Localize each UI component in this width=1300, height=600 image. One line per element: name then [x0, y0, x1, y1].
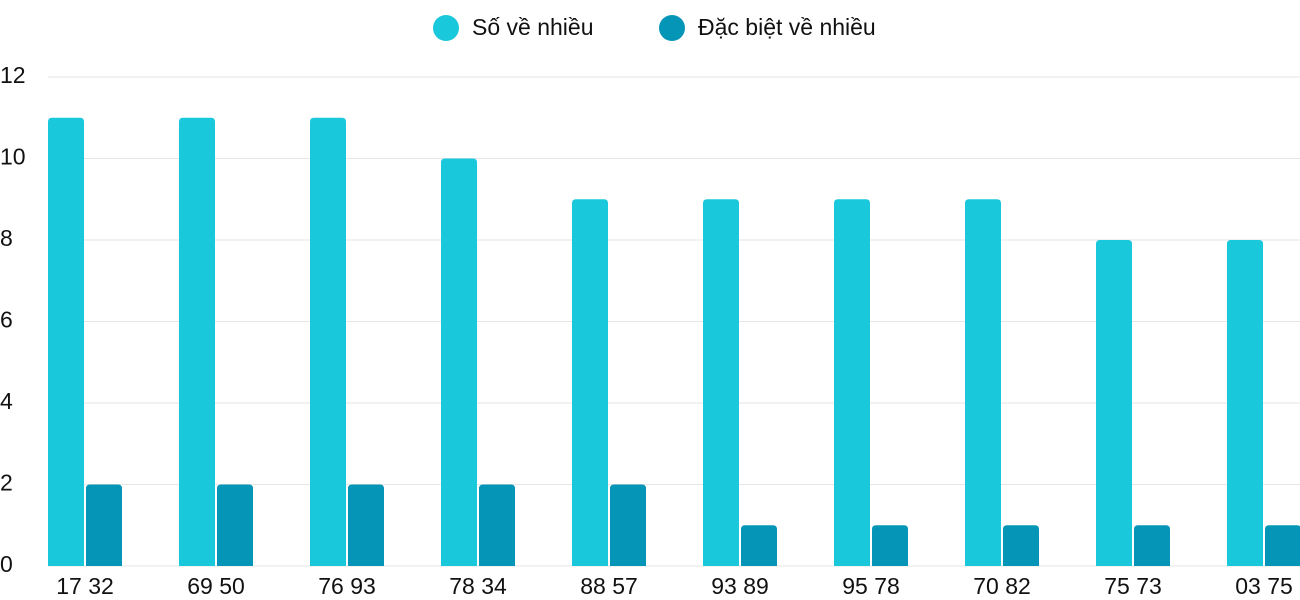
y-tick-label: 8	[0, 225, 13, 251]
bar	[48, 117, 84, 566]
x-tick-label: 70 82	[973, 573, 1031, 599]
x-tick-label: 17 32	[56, 573, 114, 599]
bar	[572, 199, 608, 566]
x-tick-label: 75 73	[1104, 573, 1162, 599]
x-tick-label: 88 57	[580, 573, 638, 599]
bar	[872, 525, 908, 566]
x-tick-label: 93 89	[711, 573, 769, 599]
bar	[1134, 525, 1170, 566]
y-tick-label: 4	[0, 388, 13, 414]
bar	[1096, 240, 1132, 566]
bar	[179, 117, 215, 566]
bar	[479, 484, 515, 566]
bar	[610, 484, 646, 566]
x-tick-label: 03 75	[1235, 573, 1293, 599]
bar	[441, 158, 477, 566]
y-tick-label: 2	[0, 470, 13, 496]
bar	[703, 199, 739, 566]
x-tick-label: 78 34	[449, 573, 507, 599]
y-tick-label: 12	[0, 62, 26, 88]
legend-marker	[433, 15, 459, 41]
bar	[965, 199, 1001, 566]
bar	[1265, 525, 1300, 566]
legend-label: Số về nhiều	[472, 14, 593, 40]
x-tick-label: 95 78	[842, 573, 900, 599]
x-tick-label: 69 50	[187, 573, 245, 599]
bar	[310, 117, 346, 566]
legend-marker	[659, 15, 685, 41]
bar	[834, 199, 870, 566]
y-tick-label: 10	[0, 144, 26, 170]
bar	[217, 484, 253, 566]
bar	[1003, 525, 1039, 566]
bar	[741, 525, 777, 566]
bar	[1227, 240, 1263, 566]
y-tick-label: 0	[0, 551, 13, 577]
x-tick-label: 76 93	[318, 573, 376, 599]
legend-label: Đặc biệt về nhiều	[698, 14, 876, 40]
bar	[86, 484, 122, 566]
y-tick-label: 6	[0, 307, 13, 333]
bar	[348, 484, 384, 566]
